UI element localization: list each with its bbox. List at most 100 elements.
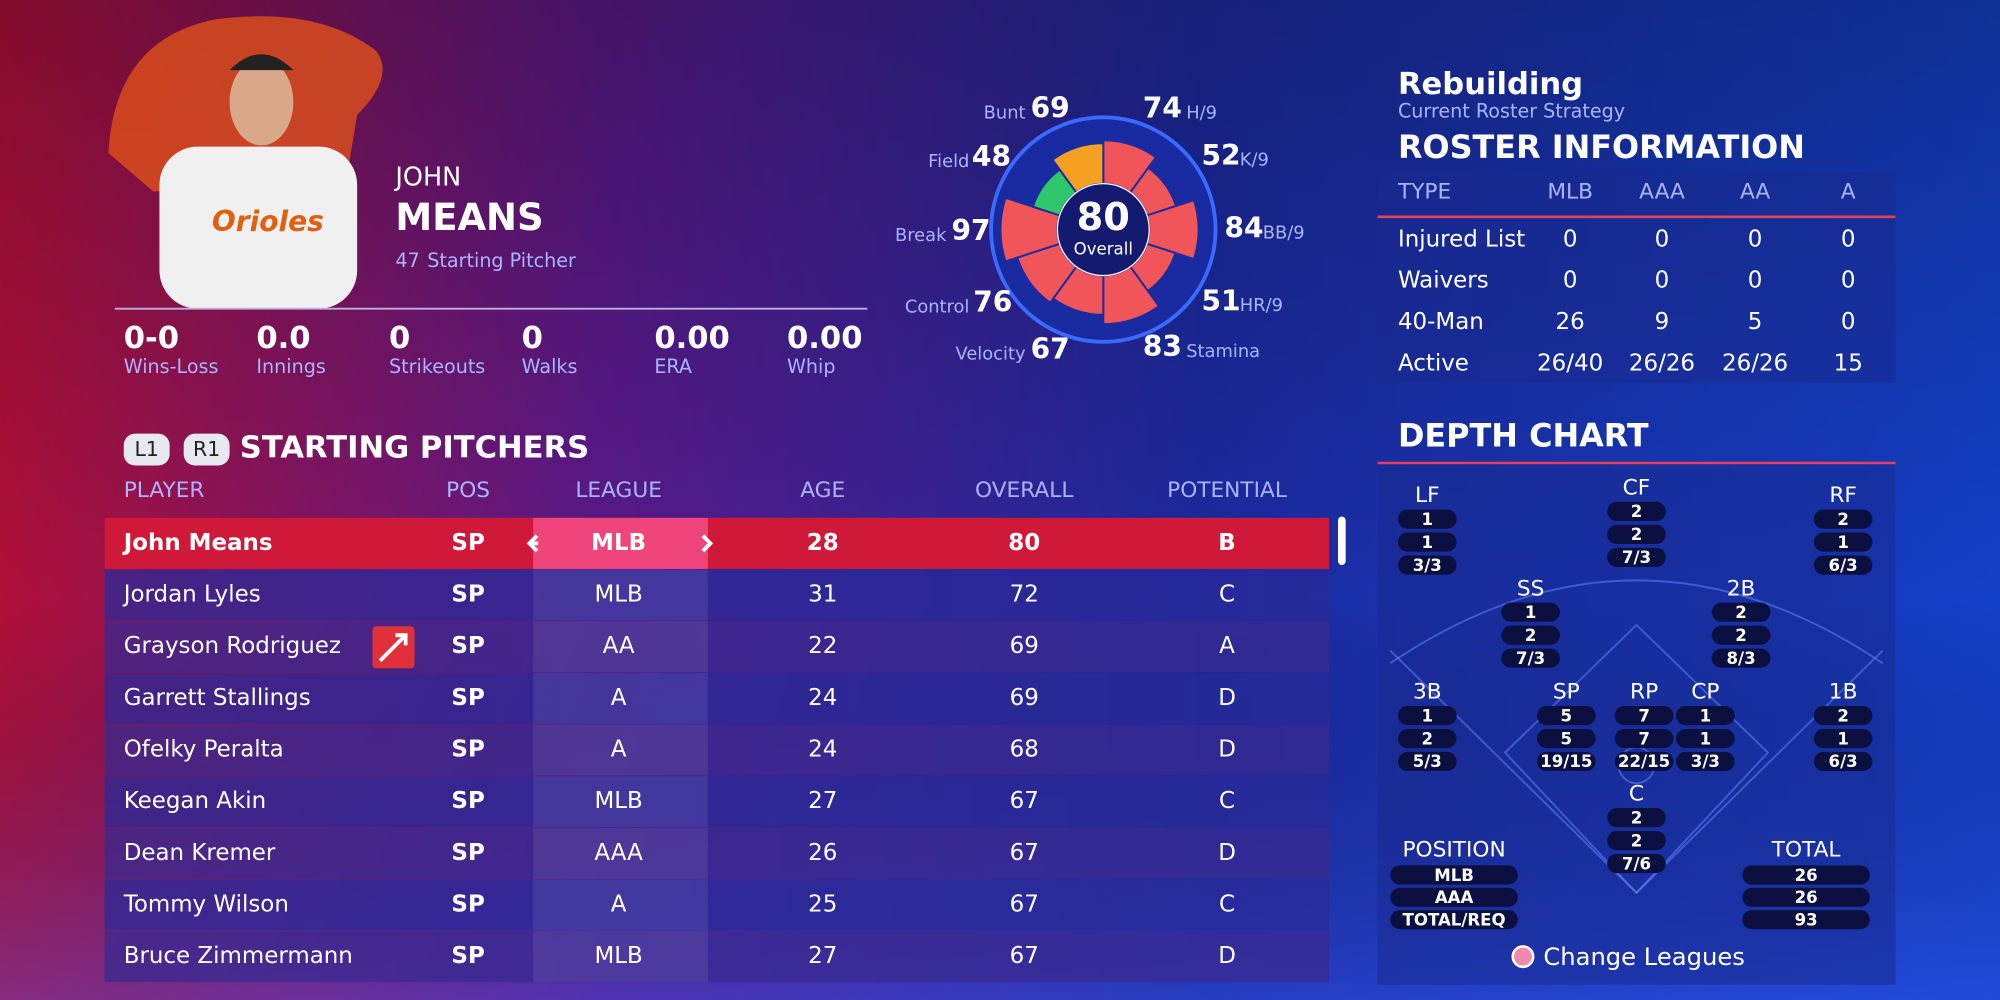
roster-cell: 0 [1563,268,1578,294]
table-row[interactable] [104,931,1330,983]
depth-value: 1 [1700,729,1712,748]
table-cell: 67 [1010,943,1039,969]
shoulder-button[interactable] [183,433,230,466]
table-row[interactable] [104,827,1330,879]
portrait: Orioles [108,16,383,309]
depth-pill [1501,625,1560,645]
depth-pill [1742,865,1870,885]
table-row[interactable] [104,517,1330,569]
rating-name: HR/9 [1240,295,1283,316]
depth-value: 2 [1525,626,1537,645]
depth-pill [1614,728,1674,749]
table-cell: D [1218,840,1236,866]
table-cell: Ofelky Peralta [124,736,284,762]
prospect-icon [372,626,415,669]
footer-action[interactable]: Change Leagues [1543,943,1744,971]
table-cell: Bruce Zimmermann [124,943,353,969]
roster-cell: 15 [1834,351,1863,377]
roster-cell: 0 [1748,226,1763,252]
roster-cell: 9 [1655,309,1670,335]
depth-value: 6/3 [1829,752,1858,771]
depth-pill [1607,547,1666,567]
roster-cell: 5 [1748,309,1763,335]
rating-value: 51 [1202,284,1241,317]
rating-name: Bunt [984,103,1026,124]
table-row[interactable] [104,879,1330,931]
roster-cell: 0 [1655,268,1670,294]
depth-pill [1397,555,1457,575]
total-heading: TOTAL [1771,838,1841,863]
depth-position: LF [1415,483,1440,508]
table-cell: 27 [808,943,837,969]
pitchers-column: POTENTIAL [1167,478,1287,503]
depth-value: 6/3 [1829,556,1858,575]
roster-cell: 26/26 [1629,351,1695,377]
depth-value: 7 [1638,729,1650,748]
shoulder-button[interactable] [123,433,170,466]
depth-value: 3/3 [1413,556,1442,575]
rating-value: 69 [1031,92,1070,125]
depth-pill [1813,751,1873,772]
roster-cell: Active [1398,351,1469,377]
depth-value: 1 [1422,510,1434,529]
depth-title: DEPTH CHART [1398,416,1649,454]
first-name: JOHN [393,163,461,193]
depth-position: C [1629,782,1644,807]
rating-name: Control [905,296,970,317]
depth-value: 2 [1422,729,1434,748]
depth-pill [1813,555,1873,575]
shoulder-button-label: R1 [193,437,220,461]
table-row[interactable] [104,776,1330,828]
depth-position: SP [1553,680,1580,705]
table-cell: SP [451,736,484,762]
table-row[interactable] [104,621,1330,673]
depth-value: 19/15 [1540,752,1592,771]
depth-pill [1501,648,1560,668]
depth-pill [1813,509,1873,529]
table-cell: MLB [594,582,642,608]
league-cell [533,776,708,828]
table-row[interactable] [104,569,1330,621]
depth-pill [1813,728,1873,749]
roster-cell: Waivers [1398,268,1489,294]
depth-pill [1390,865,1518,885]
rating-value: 76 [973,286,1012,319]
depth-pill [1614,705,1674,726]
table-cell: SP [451,685,484,711]
table-cell: D [1218,943,1236,969]
rating-name: H/9 [1186,103,1217,124]
depth-value: 2 [1631,525,1643,544]
league-cell [533,724,708,776]
rating-name: BB/9 [1263,222,1305,243]
depth-pill [1390,910,1518,930]
svg-text:Orioles: Orioles [212,205,324,238]
table-cell: SP [451,840,484,866]
position-heading: POSITION [1402,838,1505,863]
depth-pill [1607,808,1666,828]
table-cell: John Means [122,530,273,556]
pitchers-column: OVERALL [975,478,1073,503]
depth-pill [1676,728,1735,749]
depth-pill [1397,751,1457,772]
rating-value: 74 [1143,92,1182,125]
shoulder-button-label: L1 [135,437,159,461]
scrollbar [1338,516,1346,566]
table-row[interactable] [104,724,1330,776]
player-position: Starting Pitcher [427,249,576,272]
table-row[interactable] [104,672,1330,724]
table-cell: 67 [1010,891,1039,917]
depth-pill [1742,910,1870,930]
table-cell: 68 [1010,736,1039,762]
table-cell: Tommy Wilson [123,891,289,917]
table-cell: Jordan Lyles [122,582,261,608]
pitchers-column: AGE [800,478,845,503]
depth-value: 2 [1837,510,1849,529]
depth-value: 26 [1795,888,1818,907]
table-cell: AA [603,633,635,659]
table-cell: 80 [1008,530,1040,556]
table-cell: B [1218,530,1235,556]
league-cell [533,569,708,621]
depth-pill [1711,602,1771,622]
depth-value: 5 [1561,729,1573,748]
depth-value: 2 [1631,502,1643,521]
